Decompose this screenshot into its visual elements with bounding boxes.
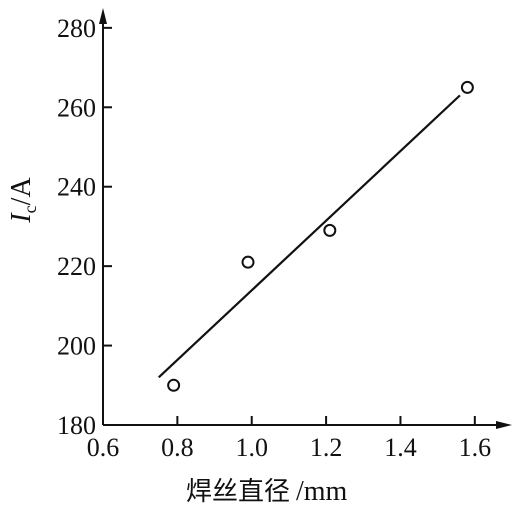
y-ticks: 180 200 220 240 260 280 — [57, 14, 112, 440]
x-axis-unit: /mm — [296, 476, 348, 507]
trend-line — [158, 94, 461, 379]
x-tick-label: 1.6 — [459, 433, 492, 462]
y-axis-subscript: c — [20, 205, 40, 213]
points-layer — [167, 80, 474, 392]
y-tick-label: 280 — [57, 14, 96, 43]
data-point — [241, 255, 255, 269]
svg-text:Ic/A: Ic/A — [6, 177, 40, 224]
x-tick-label: 1.2 — [310, 433, 343, 462]
x-tick-label: 0.8 — [161, 433, 194, 462]
y-tick-label: 180 — [57, 411, 96, 440]
x-tick-label: 1.0 — [235, 433, 268, 462]
y-tick-label: 220 — [57, 252, 96, 281]
x-tick-label: 1.4 — [384, 433, 417, 462]
y-tick-label: 200 — [57, 332, 96, 361]
x-axis-title: 焊丝直径 — [186, 477, 290, 507]
data-point — [323, 223, 337, 237]
axes — [99, 8, 512, 429]
y-axis-unit: /A — [6, 177, 37, 206]
y-axis-symbol: I — [6, 212, 37, 224]
fit-layer — [158, 94, 461, 379]
x-axis-arrow — [496, 421, 512, 429]
y-axis-arrow — [99, 8, 107, 24]
data-point — [167, 378, 181, 392]
x-ticks: 0.6 0.8 1.0 1.2 1.4 1.6 — [87, 416, 491, 462]
x-tick-label: 0.6 — [87, 433, 120, 462]
y-tick-label: 260 — [57, 93, 96, 122]
y-tick-label: 240 — [57, 173, 96, 202]
data-point — [460, 80, 474, 94]
y-axis-title: Ic/A — [6, 177, 40, 224]
